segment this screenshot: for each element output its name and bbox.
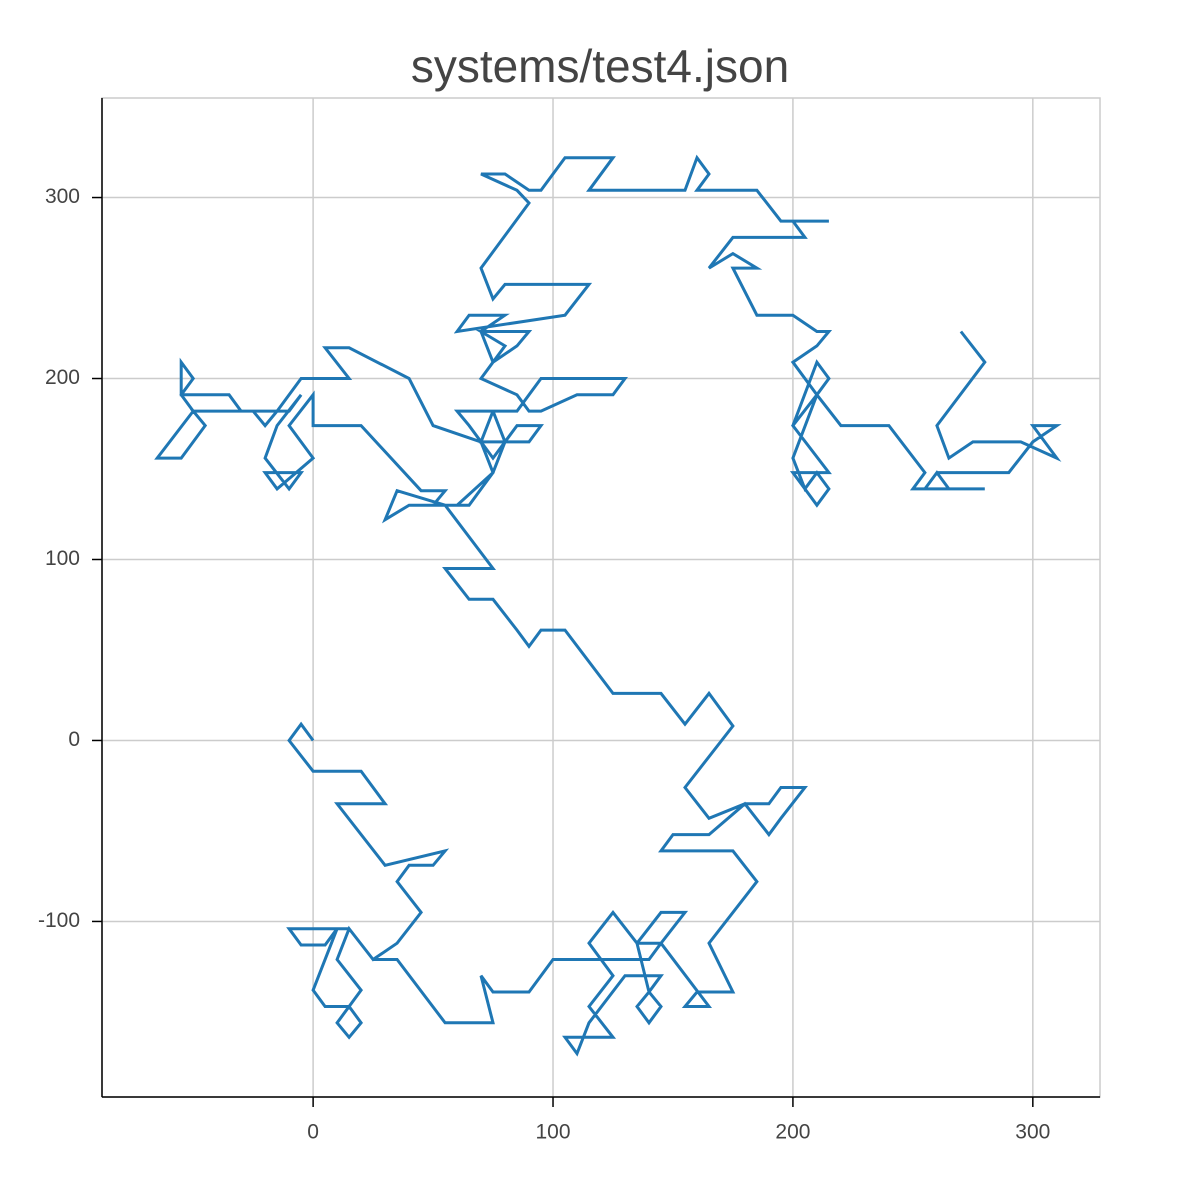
x-tick-label: 300 xyxy=(1015,1121,1050,1144)
y-tick-label: 300 xyxy=(45,185,80,208)
x-tick-label: 0 xyxy=(307,1121,319,1144)
y-tick-label: 100 xyxy=(45,547,80,570)
data-line xyxy=(154,154,1062,1057)
x-tick-label: 200 xyxy=(775,1121,810,1144)
y-tick-label: 0 xyxy=(68,728,80,751)
chart-title: systems/test4.json xyxy=(411,40,789,92)
y-tick-label: 200 xyxy=(45,366,80,389)
y-tick-label: -100 xyxy=(38,909,80,932)
x-tick-label: 100 xyxy=(535,1121,570,1144)
